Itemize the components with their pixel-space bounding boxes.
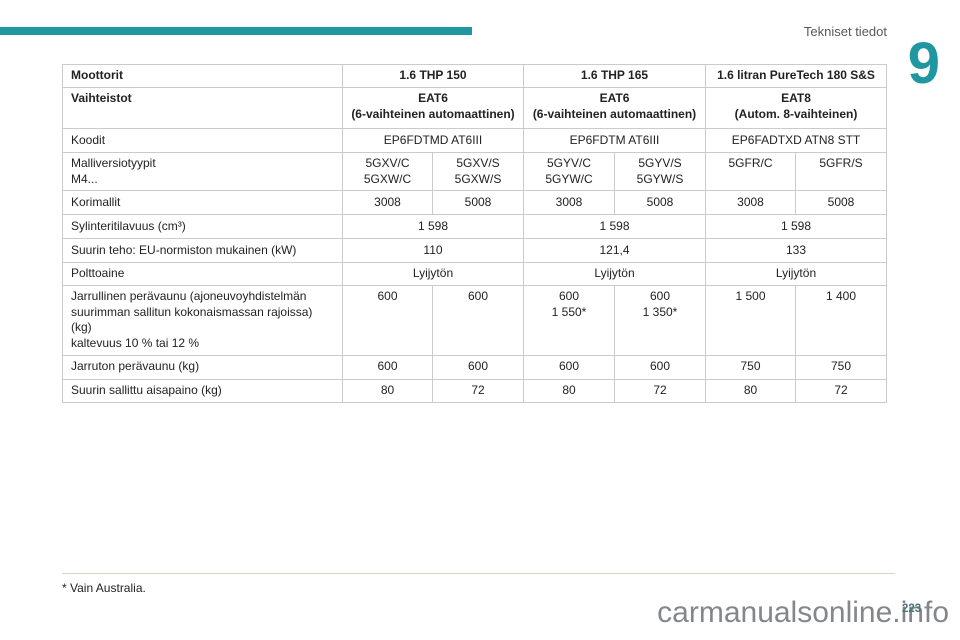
cell: 80 <box>523 378 615 403</box>
row-gearboxes: Vaihteistot EAT6 (6-vaihteinen automaatt… <box>62 87 888 129</box>
row-label: Vaihteistot <box>62 87 343 129</box>
header-accent-bar <box>0 27 472 35</box>
cell: 600 <box>614 354 706 380</box>
cell: EAT6 (6-vaihteinen automaattinen) <box>523 87 706 129</box>
row-displacement: Sylinteritilavuus (cm³) 1 598 1 598 1 59… <box>62 214 888 240</box>
cell: EP6FDTM AT6III <box>523 128 706 153</box>
row-label: Suurin teho: EU-normiston mukainen (kW) <box>62 238 343 264</box>
cell: 5GFR/C <box>705 151 796 192</box>
cell: 72 <box>432 378 524 403</box>
row-label: Polttoaine <box>62 262 343 287</box>
engine-column-header: 1.6 THP 165 <box>523 64 706 88</box>
row-label: Jarrullinen perävaunu (ajoneuvoyhdistelm… <box>62 285 343 356</box>
cell: 1 598 <box>342 214 524 240</box>
footer-divider <box>62 573 895 574</box>
cell: 5GFR/S <box>794 151 888 192</box>
cell: EAT6 (6-vaihteinen automaattinen) <box>342 87 524 129</box>
chapter-number: 9 <box>907 31 940 96</box>
row-label: Korimallit <box>62 190 343 216</box>
footnote: * Vain Australia. <box>62 581 146 595</box>
cell: Lyijytön <box>523 262 706 287</box>
cell: 600 <box>432 354 524 380</box>
cell: 3008 <box>342 190 433 216</box>
cell: EAT8 (Autom. 8-vaihteinen) <box>704 87 888 129</box>
cell: EP6FDTMD AT6III <box>342 128 524 153</box>
cell: 110 <box>342 238 524 264</box>
cell: 5GXV/S 5GXW/S <box>432 151 524 192</box>
cell: EP6FADTXD ATN8 STT <box>704 128 888 153</box>
row-label: Jarruton perävaunu (kg) <box>62 354 343 380</box>
row-label: Koodit <box>62 128 343 153</box>
cell: 600 <box>342 354 433 380</box>
cell: 1 400 <box>794 285 888 356</box>
cell: 5008 <box>794 190 888 216</box>
row-label: Moottorit <box>62 64 343 88</box>
cell: 1 598 <box>704 214 888 240</box>
cell: 750 <box>794 354 888 380</box>
cell: 5008 <box>432 190 524 216</box>
engine-column-header: 1.6 THP 150 <box>342 64 524 88</box>
cell: 5008 <box>614 190 706 216</box>
row-unbraked-trailer: Jarruton perävaunu (kg) 600 600 600 600 … <box>62 354 888 380</box>
row-fuel: Polttoaine Lyijytön Lyijytön Lyijytön <box>62 262 888 287</box>
row-max-power: Suurin teho: EU-normiston mukainen (kW) … <box>62 238 888 264</box>
watermark: carmanualsonline.info <box>657 596 949 629</box>
cell: 72 <box>614 378 706 403</box>
cell: 600 <box>342 285 433 356</box>
cell: 750 <box>705 354 796 380</box>
cell: 72 <box>794 378 888 403</box>
row-model-version-types: Malliversiotyypit M4... 5GXV/C 5GXW/C 5G… <box>62 151 888 192</box>
row-label: Sylinteritilavuus (cm³) <box>62 214 343 240</box>
cell: 80 <box>705 378 796 403</box>
cell: 600 1 550* <box>523 285 615 356</box>
page-header-title: Tekniset tiedot <box>803 24 887 39</box>
cell: Lyijytön <box>342 262 524 287</box>
row-engines: Moottorit 1.6 THP 150 1.6 THP 165 1.6 li… <box>62 64 888 88</box>
cell: 600 <box>523 354 615 380</box>
cell: 5GYV/C 5GYW/C <box>523 151 615 192</box>
cell: 133 <box>704 238 888 264</box>
cell: 5GYV/S 5GYW/S <box>614 151 706 192</box>
cell: 3008 <box>705 190 796 216</box>
cell: 80 <box>342 378 433 403</box>
cell: 121,4 <box>523 238 706 264</box>
row-label: Malliversiotyypit M4... <box>62 151 343 192</box>
cell: 3008 <box>523 190 615 216</box>
page-number: 223 <box>902 603 922 615</box>
cell: Lyijytön <box>704 262 888 287</box>
cell: 600 1 350* <box>614 285 706 356</box>
cell: 5GXV/C 5GXW/C <box>342 151 433 192</box>
engine-specs-table: Moottorit 1.6 THP 150 1.6 THP 165 1.6 li… <box>62 64 888 403</box>
row-codes: Koodit EP6FDTMD AT6III EP6FDTM AT6III EP… <box>62 128 888 153</box>
row-body-styles: Korimallit 3008 5008 3008 5008 3008 5008 <box>62 190 888 216</box>
engine-column-header: 1.6 litran PureTech 180 S&S <box>704 64 888 88</box>
cell: 1 500 <box>705 285 796 356</box>
cell: 1 598 <box>523 214 706 240</box>
row-braked-trailer: Jarrullinen perävaunu (ajoneuvoyhdistelm… <box>62 285 888 356</box>
cell: 600 <box>432 285 524 356</box>
row-label: Suurin sallittu aisapaino (kg) <box>62 378 343 403</box>
row-max-nose-weight: Suurin sallittu aisapaino (kg) 80 72 80 … <box>62 378 888 403</box>
